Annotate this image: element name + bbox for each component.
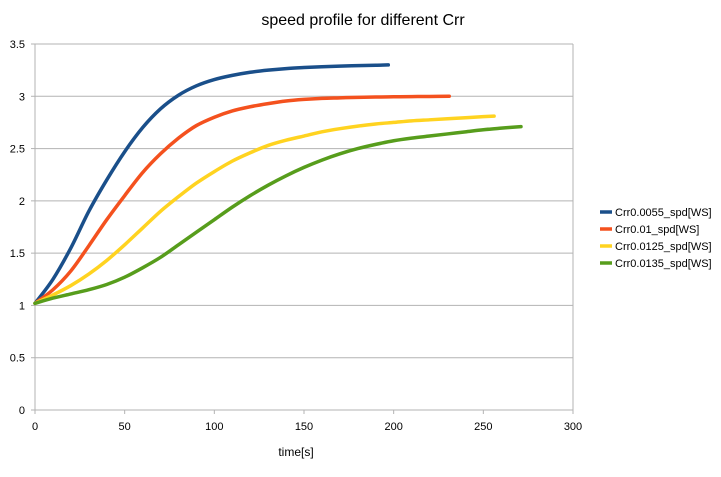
y-tick-label: 2.5 [10, 144, 25, 156]
series-line-2 [33, 94, 452, 306]
axes [31, 43, 574, 414]
x-tick-label: 200 [384, 421, 402, 433]
x-tick-label: 0 [32, 421, 38, 433]
y-tick-label: 0.5 [10, 353, 25, 365]
series-line-4 [33, 124, 523, 306]
x-tick-label: 250 [474, 421, 492, 433]
y-tick-label: 0 [19, 405, 25, 417]
series-line-1 [33, 63, 391, 306]
y-tick-label: 1 [19, 300, 25, 312]
y-tick-label: 1.5 [10, 248, 25, 260]
series-line-3 [33, 114, 496, 306]
legend-label: Crr0.01_spd[WS] [615, 224, 699, 236]
x-tick-label: 150 [295, 421, 313, 433]
legend-label: Crr0.0055_spd[WS] [615, 207, 712, 219]
legend-label: Crr0.0135_spd[WS] [615, 258, 712, 270]
x-tick-label: 300 [564, 421, 582, 433]
x-tick-label: 50 [119, 421, 131, 433]
y-tick-label: 2 [19, 196, 25, 208]
y-tick-label: 3 [19, 91, 25, 103]
legend: Crr0.0055_spd[WS] Crr0.01_spd[WS] Crr0.012… [600, 207, 712, 270]
y-tick-label: 3.5 [10, 39, 25, 51]
x-axis-label: time[s] [278, 445, 313, 459]
chart-title: speed profile for different Crr [261, 12, 465, 29]
x-tick-label: 100 [205, 421, 223, 433]
tick-labels: 0 0.5 1 1.5 2 2.5 3 3.5 0 50 100 150 200 250 300 [10, 39, 582, 433]
series-lines [33, 63, 523, 306]
grid-lines [35, 43, 573, 411]
legend-label: Crr0.0125_spd[WS] [615, 241, 712, 253]
